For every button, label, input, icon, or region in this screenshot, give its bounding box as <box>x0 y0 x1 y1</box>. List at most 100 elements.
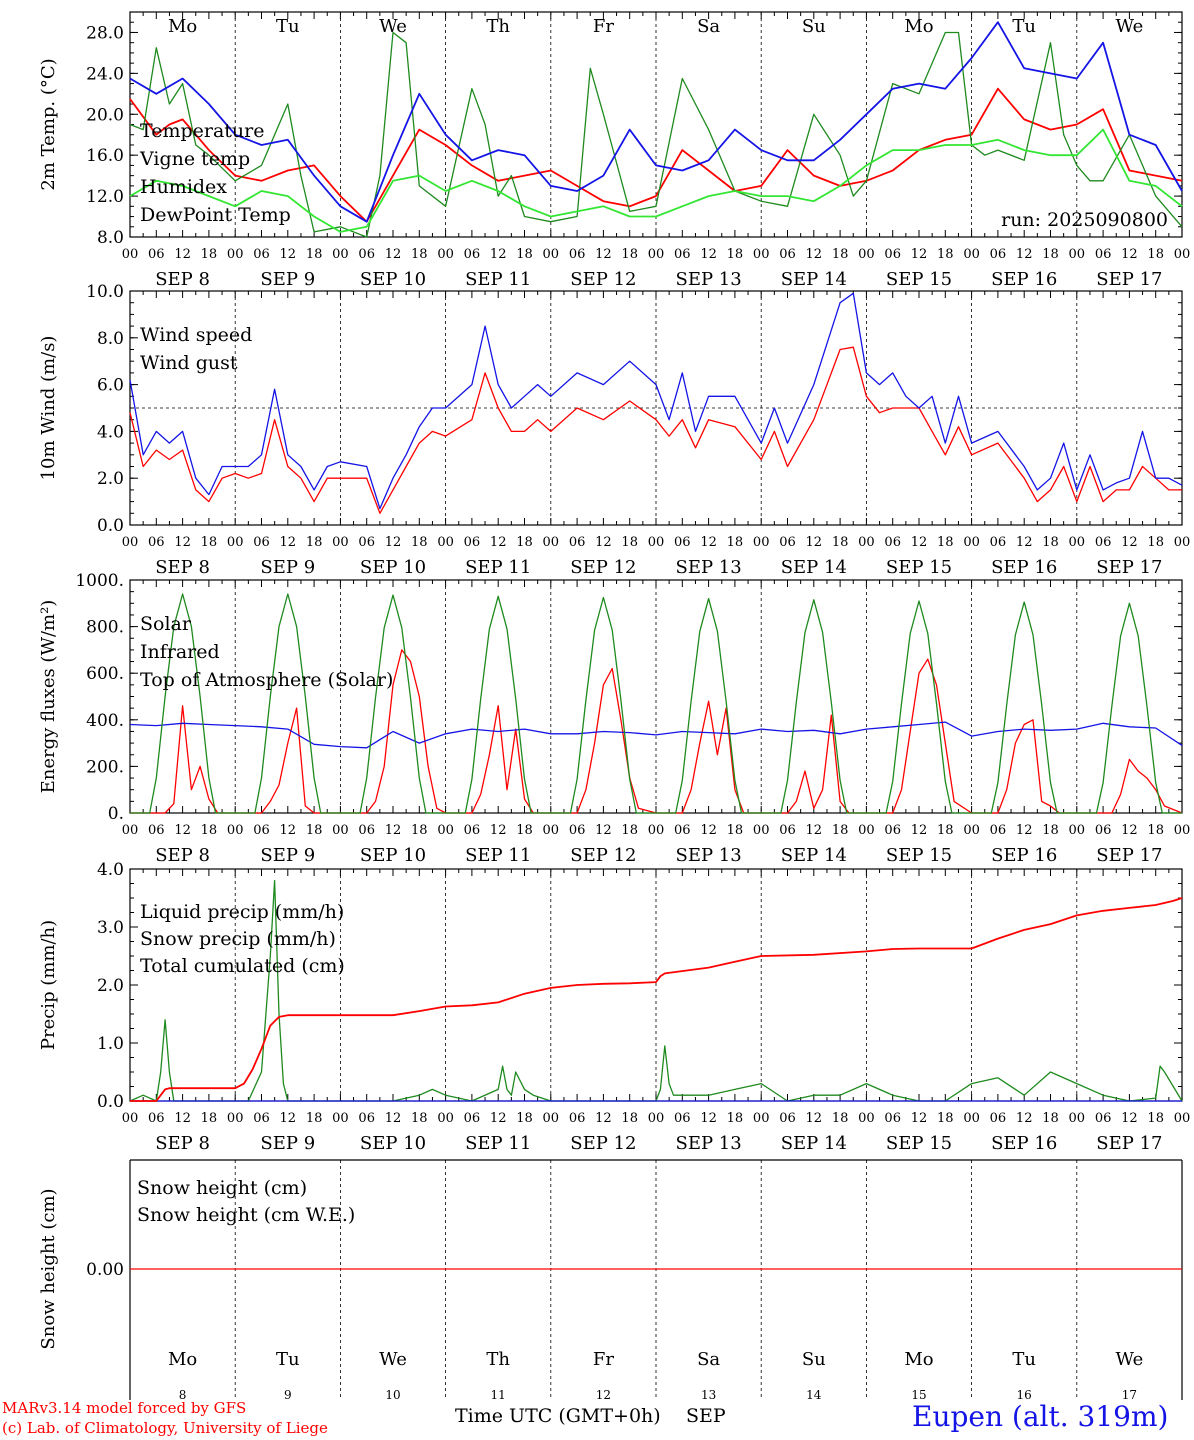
day-name: Th <box>486 1349 510 1370</box>
legend-entry: Snow precip (mm/h) <box>140 928 336 950</box>
hour-label: 00 <box>437 535 454 550</box>
hour-label: 00 <box>1174 247 1191 262</box>
hour-label: 12 <box>280 247 297 262</box>
date-label: SEP 13 <box>675 557 741 578</box>
hour-label: 00 <box>227 1111 244 1126</box>
y-tick-label: 2.0 <box>97 976 124 996</box>
date-label: SEP 14 <box>781 557 847 578</box>
day-name: We <box>1116 1349 1144 1370</box>
hour-label: 18 <box>727 1111 744 1126</box>
hour-label: 12 <box>806 535 823 550</box>
legend-entry: Snow height (cm W.E.) <box>137 1204 355 1226</box>
date-label: SEP 8 <box>155 557 210 578</box>
hour-label: 18 <box>411 1111 428 1126</box>
y-tick-label: 800. <box>86 618 124 638</box>
hour-label: 18 <box>201 1111 218 1126</box>
date-number: 13 <box>701 1388 716 1402</box>
hour-label: 12 <box>490 247 507 262</box>
series-line-wind-speed <box>129 346 1182 514</box>
date-label: SEP 10 <box>360 1133 426 1154</box>
hour-label: 06 <box>253 1111 270 1126</box>
hour-label: 06 <box>358 1111 375 1126</box>
hour-label: 00 <box>648 247 665 262</box>
hour-label: 06 <box>1095 1111 1112 1126</box>
legend-entry: Solar <box>140 613 192 635</box>
hour-label: 18 <box>937 823 954 838</box>
series-line-wind-gust <box>129 292 1183 510</box>
hour-label: 00 <box>858 535 875 550</box>
date-label: SEP 15 <box>886 557 952 578</box>
series-line-infrared <box>129 721 1183 749</box>
hour-label: 18 <box>727 247 744 262</box>
y-tick-label: 0.0 <box>97 516 124 536</box>
hour-label: 18 <box>1042 1111 1059 1126</box>
hour-label: 00 <box>858 247 875 262</box>
hour-label: 06 <box>779 1111 796 1126</box>
day-name: Mo <box>904 1349 933 1370</box>
hour-label: 12 <box>700 535 717 550</box>
date-label: SEP 8 <box>155 845 210 866</box>
date-label: SEP 15 <box>886 1133 952 1154</box>
hour-label: 12 <box>911 1111 928 1126</box>
hour-label: 06 <box>464 535 481 550</box>
y-axis-label: 2m Temp. (°C) <box>38 58 59 190</box>
hour-label: 00 <box>1069 535 1086 550</box>
date-label: SEP 9 <box>260 845 315 866</box>
hour-label: 00 <box>753 535 770 550</box>
hour-label: 18 <box>937 535 954 550</box>
hour-label: 18 <box>1042 823 1059 838</box>
y-axis-label: Precip (mm/h) <box>38 920 59 1050</box>
hour-label: 06 <box>779 823 796 838</box>
y-tick-label: 24.0 <box>86 64 124 84</box>
panel-2: 0.0 2.0 4.0 6.0 8.0 10.0 10m Wind (m/s) 00 06 12 1… <box>38 282 1190 578</box>
y-tick-label: 8.0 <box>97 228 124 248</box>
hour-label: 12 <box>490 823 507 838</box>
hour-label: 06 <box>884 823 901 838</box>
date-label: SEP 9 <box>260 557 315 578</box>
hour-label: 12 <box>1121 823 1138 838</box>
hour-label: 06 <box>358 823 375 838</box>
hour-label: 00 <box>753 247 770 262</box>
day-name: We <box>1116 16 1144 37</box>
date-label: SEP 13 <box>675 269 741 290</box>
hour-label: 18 <box>621 535 638 550</box>
hour-label: 00 <box>648 1111 665 1126</box>
hour-label: 12 <box>700 1111 717 1126</box>
hour-label: 00 <box>227 535 244 550</box>
hour-label: 00 <box>437 823 454 838</box>
hour-label: 12 <box>280 1111 297 1126</box>
hour-label: 18 <box>306 535 323 550</box>
date-label: SEP 10 <box>360 557 426 578</box>
date-label: SEP 15 <box>886 845 952 866</box>
hour-label: 18 <box>411 247 428 262</box>
y-tick-label: 6.0 <box>97 376 124 396</box>
date-label: SEP 14 <box>781 845 847 866</box>
hour-label: 18 <box>727 823 744 838</box>
hour-label: 12 <box>174 823 191 838</box>
hour-label: 06 <box>253 247 270 262</box>
hour-label: 12 <box>595 247 612 262</box>
day-name: Sa <box>697 1349 720 1370</box>
series-line-temperature <box>129 87 1183 223</box>
hour-label: 18 <box>1147 535 1164 550</box>
hour-label: 06 <box>1095 823 1112 838</box>
day-name: Su <box>802 16 826 37</box>
y-tick-label: 0.0 <box>97 1092 124 1112</box>
hour-label: 12 <box>700 247 717 262</box>
hour-label: 06 <box>779 247 796 262</box>
hour-label: 06 <box>358 535 375 550</box>
hour-label: 00 <box>858 823 875 838</box>
hour-label: 18 <box>516 1111 533 1126</box>
hour-label: 12 <box>385 1111 402 1126</box>
day-name: Sa <box>697 16 720 37</box>
hour-label: 12 <box>911 247 928 262</box>
date-label: SEP 17 <box>1096 845 1162 866</box>
hour-label: 18 <box>937 247 954 262</box>
hour-label: 12 <box>385 247 402 262</box>
y-tick-label: 28.0 <box>86 23 124 43</box>
hour-label: 12 <box>806 823 823 838</box>
y-tick-label: 600. <box>86 664 124 684</box>
hour-label: 12 <box>806 1111 823 1126</box>
date-label: SEP 12 <box>570 1133 636 1154</box>
hour-label: 00 <box>648 535 665 550</box>
